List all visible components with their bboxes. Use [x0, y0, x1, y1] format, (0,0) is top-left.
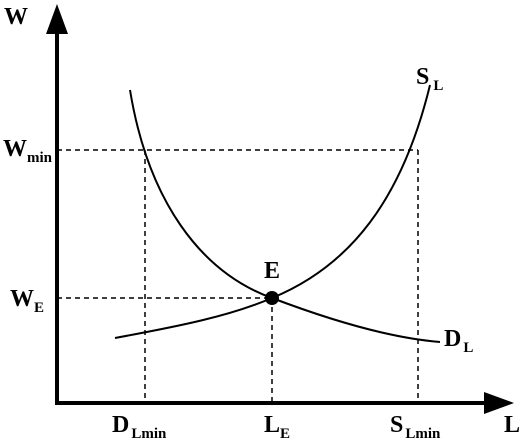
label-sub: min	[27, 150, 53, 166]
y-label: WE	[10, 286, 44, 316]
label-sub: L	[463, 340, 473, 356]
label-main: W	[10, 286, 34, 312]
label-sub: E	[280, 426, 290, 440]
point-label: E	[264, 258, 280, 284]
label-main: D	[444, 326, 461, 352]
label-main: S	[416, 64, 429, 90]
x-axis-arrow	[484, 392, 514, 414]
label-sub: E	[34, 300, 44, 316]
label-main: L	[264, 412, 280, 438]
supply-curve	[114, 84, 431, 339]
y-label: Wmin	[3, 136, 53, 166]
y-axis-label: W	[4, 4, 28, 30]
label-sub: L	[433, 78, 443, 94]
x-label: LE	[264, 412, 290, 440]
label-sub: Lmin	[131, 426, 167, 440]
equilibrium-point	[265, 291, 279, 305]
label-main: S	[390, 412, 403, 438]
label-main: W	[3, 136, 27, 162]
label-main: D	[112, 412, 129, 438]
x-axis-label: L	[504, 412, 520, 438]
demand-curve	[129, 89, 441, 343]
y-axis-arrow	[46, 4, 68, 34]
x-label: S Lmin	[390, 412, 441, 440]
x-label: D Lmin	[112, 412, 167, 440]
label-sub: Lmin	[405, 426, 441, 440]
